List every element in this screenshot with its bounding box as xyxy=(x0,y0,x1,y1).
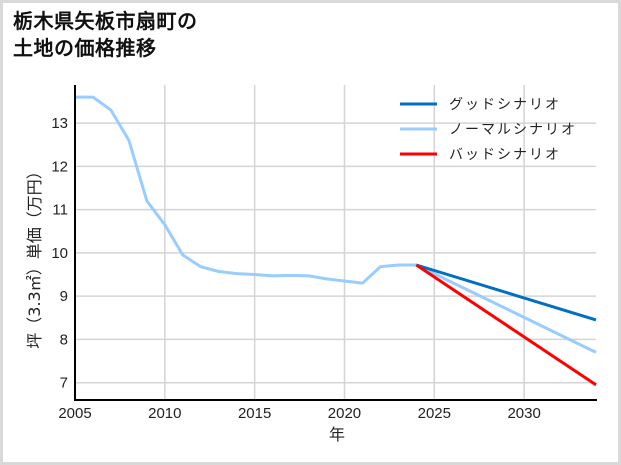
y-axis-label: 坪（3.3㎡）単価（万円） xyxy=(25,163,44,348)
y-tick-label: 7 xyxy=(60,375,68,392)
x-axis-label: 年 xyxy=(329,425,345,444)
x-tick-label: 2020 xyxy=(328,405,361,422)
series-line xyxy=(415,263,597,387)
data-lines xyxy=(75,95,597,387)
x-tick-label: 2010 xyxy=(148,405,181,422)
y-tick-label: 12 xyxy=(51,158,68,175)
x-tick-label: 2030 xyxy=(507,405,540,422)
legend-label: バッドシナリオ xyxy=(449,147,561,163)
y-tick-label: 8 xyxy=(60,331,68,348)
y-tick-label: 10 xyxy=(51,245,68,262)
x-tick-label: 2005 xyxy=(58,405,91,422)
y-tick-label: 11 xyxy=(52,202,68,219)
x-axis-ticks: 2005 2010 2015 2020 2025 2030 xyxy=(58,405,541,422)
legend-label: ノーマルシナリオ xyxy=(449,122,577,138)
y-tick-label: 9 xyxy=(60,288,68,305)
chart-title: 栃木県矢板市扇町の 土地の価格推移 xyxy=(13,9,198,60)
x-tick-label: 2025 xyxy=(418,405,451,422)
series-line xyxy=(415,263,597,322)
y-tick-label: 13 xyxy=(51,115,68,132)
legend-label: グッドシナリオ xyxy=(449,97,561,113)
grid-lines xyxy=(75,85,596,400)
y-axis-ticks: 7 8 9 10 11 12 13 xyxy=(51,115,68,392)
series-line xyxy=(75,95,597,354)
x-tick-label: 2015 xyxy=(238,405,271,422)
